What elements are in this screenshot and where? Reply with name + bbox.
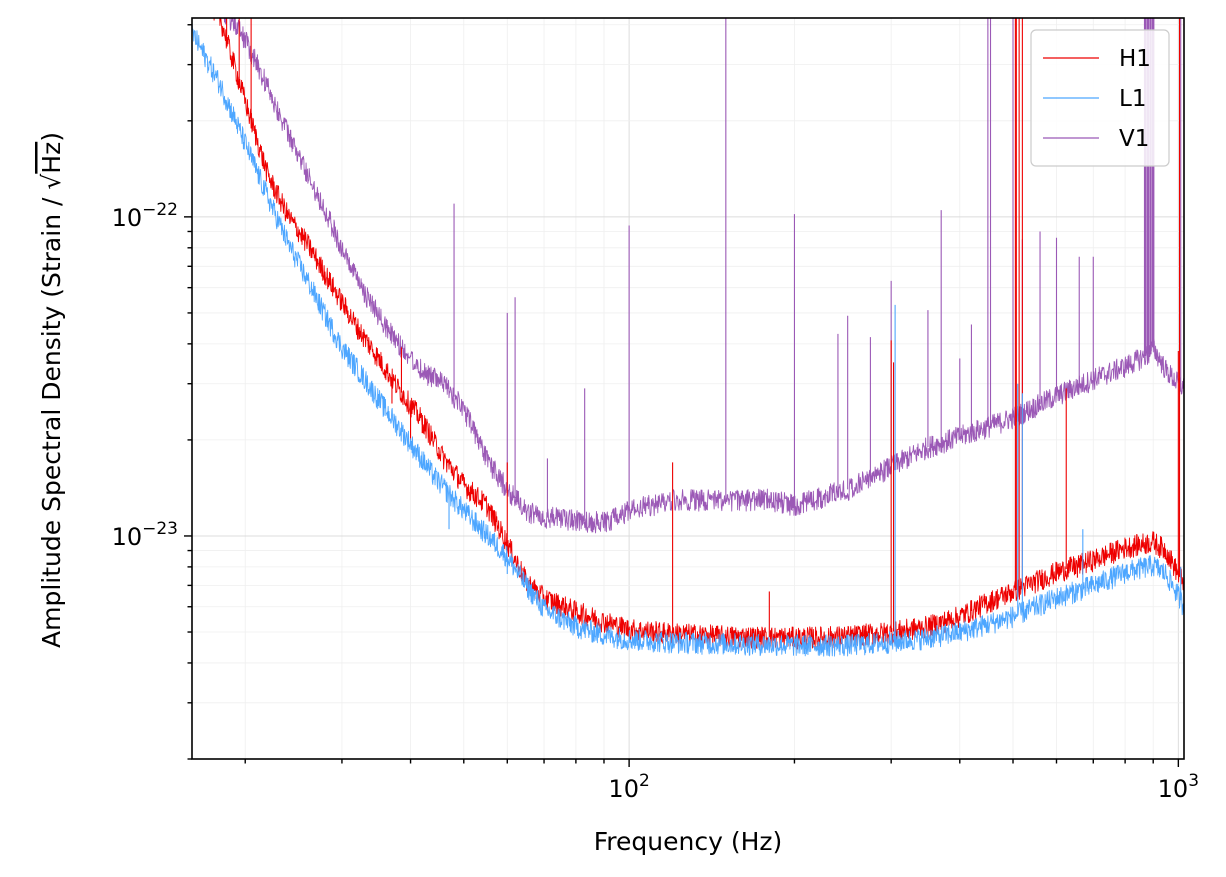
series-l1-curve [192,21,1184,657]
plot-frame [191,17,1185,760]
legend-label-l1: L1 [1119,86,1146,112]
x-tick-label: 103 [1158,771,1199,803]
y-axis-label: Amplitude Spectral Density (Strain / √Hz… [37,132,66,648]
axis-ticks: 102 103 10−23 10−22 [112,24,1199,803]
legend-box [1030,29,1170,167]
series-layer [192,18,1184,657]
legend-label-v1: V1 [1119,126,1149,152]
series-l1 [192,21,1184,657]
x-axis-label: Frequency (Hz) [594,827,783,856]
y-tick-label: 10−23 [112,519,178,551]
legend: H1 L1 V1 [1030,29,1170,167]
x-tick-label: 102 [608,771,649,803]
legend-label-h1: H1 [1119,46,1151,72]
y-tick-label: 10−22 [112,200,178,232]
